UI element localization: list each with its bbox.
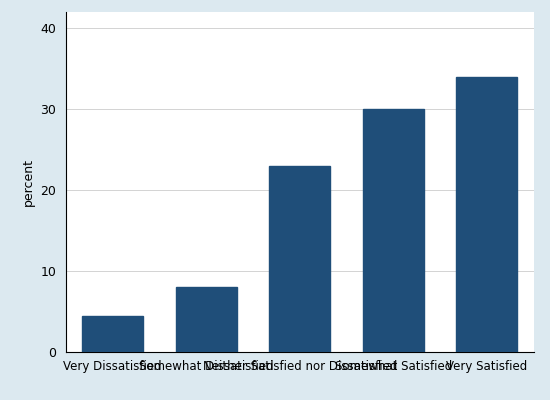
Bar [270, 166, 330, 352]
Bar [456, 77, 517, 352]
Y-axis label: percent: percent [22, 158, 35, 206]
Bar [176, 287, 236, 352]
Bar [82, 316, 143, 352]
Bar [363, 109, 424, 352]
